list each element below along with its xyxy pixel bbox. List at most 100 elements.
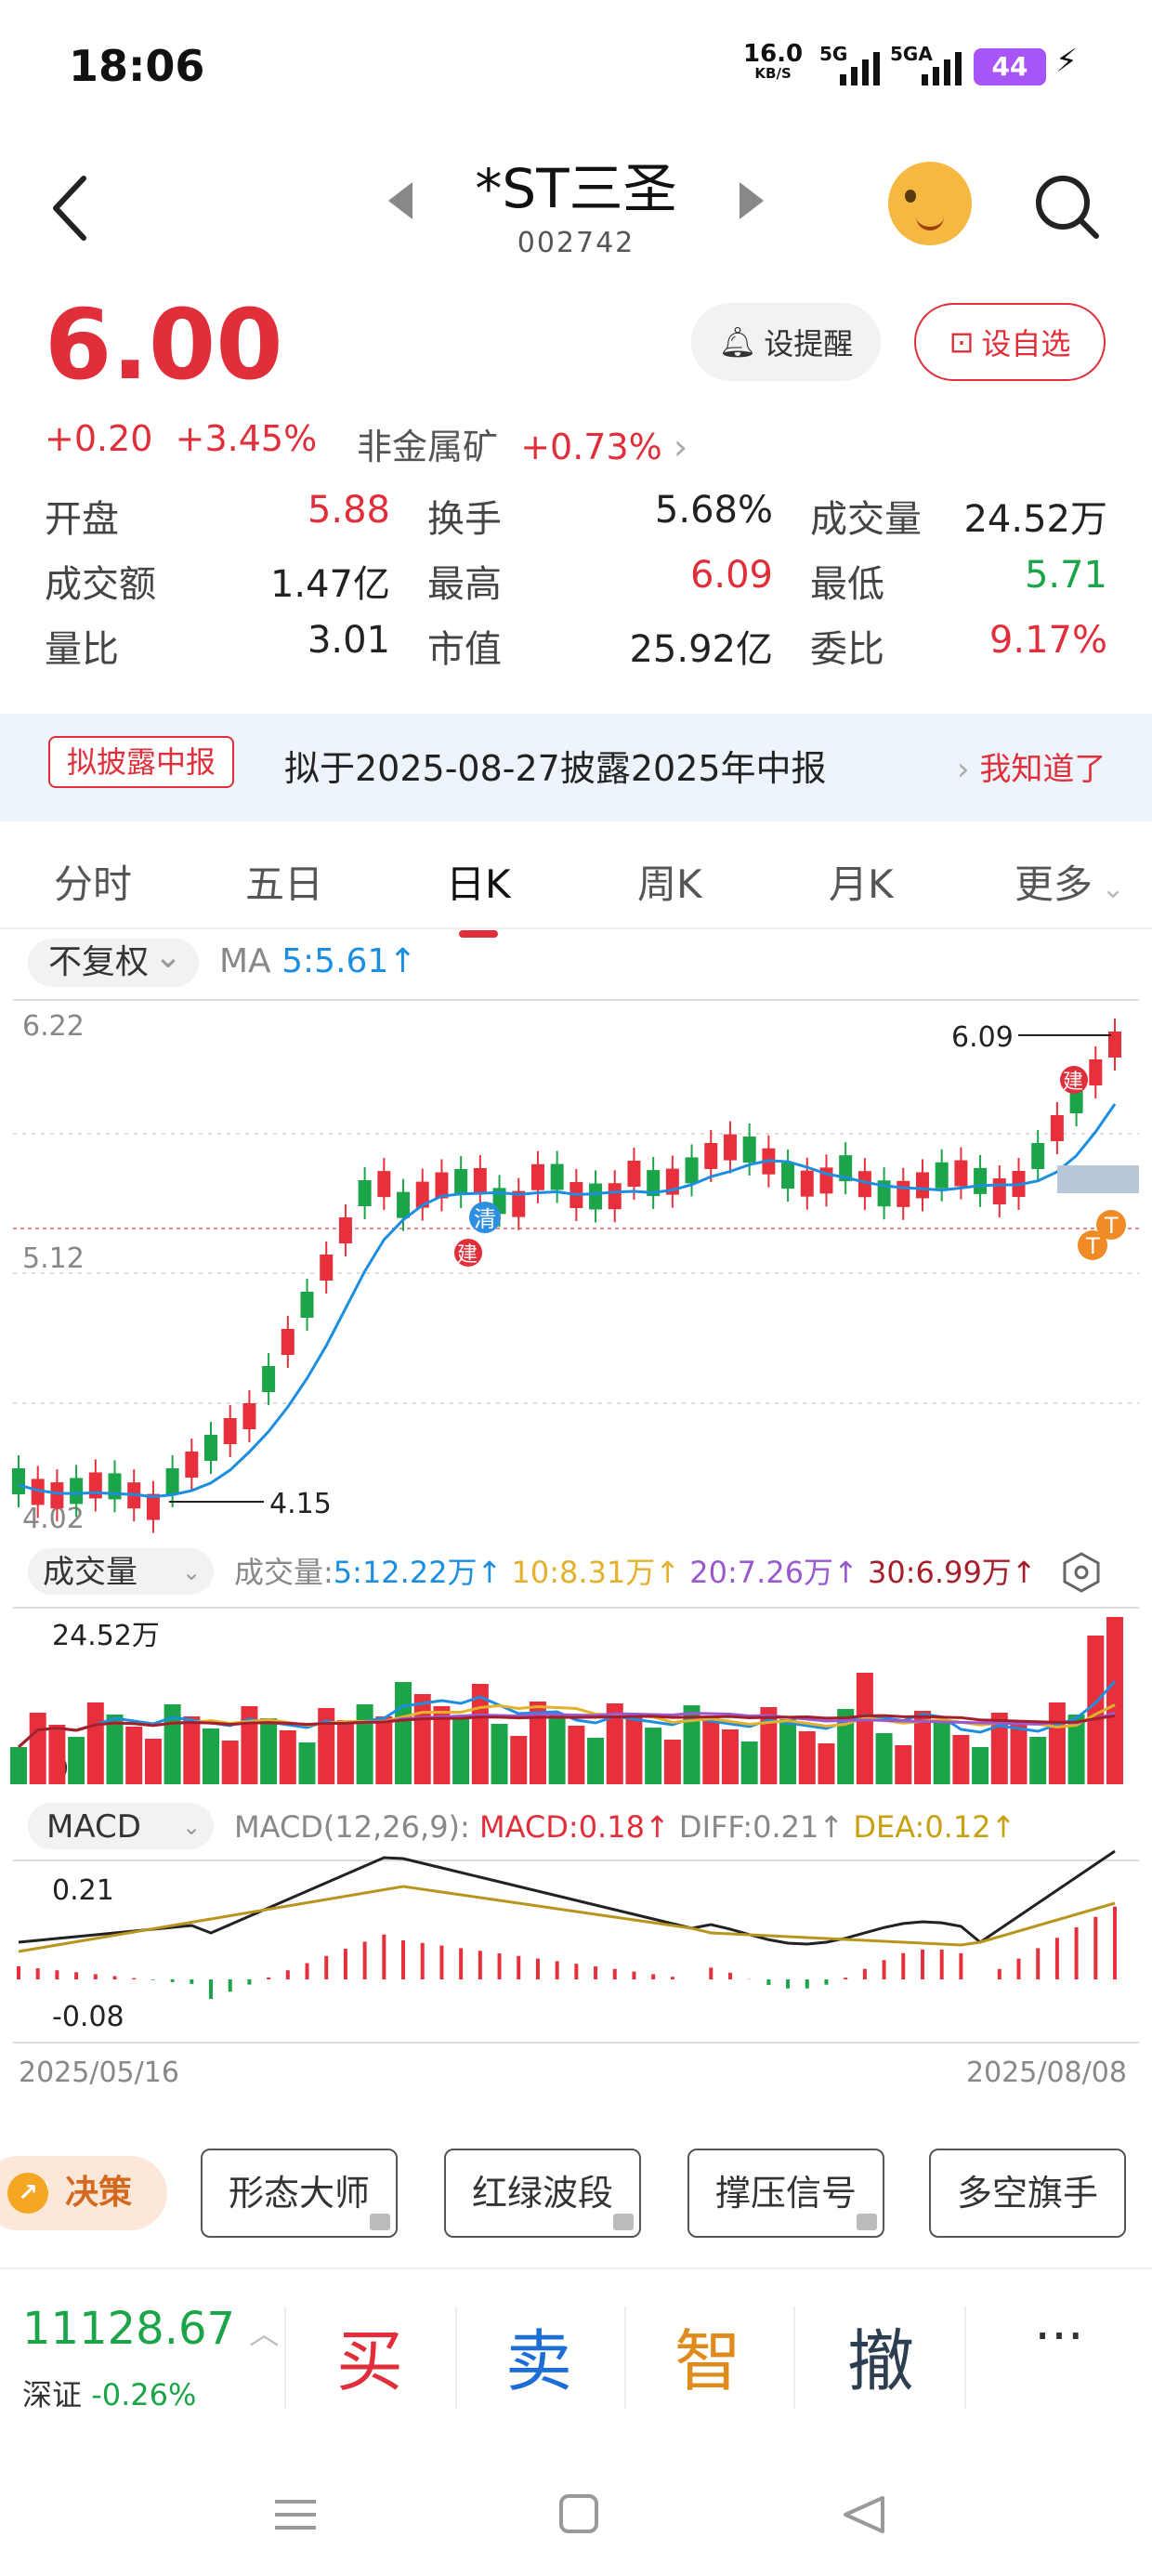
candle — [50, 1482, 64, 1509]
candle — [262, 1366, 276, 1392]
back-nav-icon[interactable] — [844, 2496, 884, 2533]
stat-value: 1.47亿 — [269, 563, 390, 606]
volume-bar — [260, 1718, 278, 1784]
volume-bar — [106, 1715, 124, 1784]
tab-more-label: 更多 — [1015, 861, 1093, 907]
cost-band — [1057, 1165, 1139, 1193]
wave-band-button[interactable]: 红绿波段 — [444, 2149, 641, 2238]
volume-bar — [606, 1703, 623, 1784]
decision-button[interactable]: ↗ 决策 — [0, 2156, 167, 2230]
volume-bar — [298, 1742, 316, 1784]
clear-badge-text: 清 — [474, 1206, 496, 1232]
menu-icon[interactable] — [275, 2500, 316, 2530]
volume-bars — [10, 1617, 1123, 1784]
dismiss-label: 我知道了 — [979, 751, 1106, 788]
volume-bar — [721, 1729, 739, 1784]
chevron-down-icon: ⌄ — [182, 1559, 201, 1585]
flag-bearer-button[interactable]: 多空旗手 — [929, 2149, 1126, 2238]
next-stock-icon[interactable] — [740, 182, 764, 219]
volume-select: 成交量 — [43, 1554, 137, 1591]
network-speed: 16.0 KB/S — [743, 40, 804, 82]
stat-label: 最高 — [427, 563, 502, 606]
tab-monthly-k[interactable]: 月K — [829, 861, 894, 907]
cancel-order-button[interactable]: 撤 — [846, 2322, 914, 2400]
volume-bar — [29, 1713, 46, 1784]
kline-chart[interactable]: 6.22 5.12 4.02 6.09 4.15 清 建 建 T T 成交量 ⌄… — [0, 994, 1152, 2109]
stock-code: 002742 — [517, 227, 635, 259]
volume-bar — [433, 1706, 451, 1784]
stat-value: 6.09 — [689, 554, 773, 597]
signal-label-5g: 5G — [819, 43, 848, 65]
candle — [954, 1160, 968, 1187]
back-icon[interactable] — [45, 171, 100, 245]
smart-button[interactable]: 智 — [674, 2322, 741, 2400]
pattern-master-button[interactable]: 形态大师 — [201, 2149, 398, 2238]
volume-bar — [663, 1740, 681, 1784]
volume-bar — [356, 1704, 373, 1784]
volume-bar — [818, 1743, 835, 1784]
disclosure-notice: 拟披露中报 拟于2025-08-27披露2025年中报 › 我知道了 — [0, 714, 1152, 821]
volume-bar — [10, 1747, 27, 1784]
sector-name: 非金属矿 — [357, 427, 499, 467]
search-icon[interactable] — [1029, 169, 1104, 243]
sell-button[interactable]: 卖 — [504, 2322, 572, 2400]
adjustment-select[interactable]: 不复权 — [28, 933, 200, 987]
speed-unit: KB/S — [754, 65, 792, 82]
tab-more[interactable]: 更多 ⌄ — [1015, 853, 1125, 910]
open-badge-text: 建 — [457, 1243, 478, 1267]
candle — [242, 1403, 256, 1429]
candle — [589, 1183, 603, 1210]
stat-value: 24.52万 — [963, 498, 1107, 541]
ma5-value: 5:5.61↑ — [281, 942, 417, 980]
candle — [338, 1217, 352, 1243]
candle — [454, 1169, 468, 1196]
change-value: +0.20 — [45, 418, 153, 459]
candle — [723, 1134, 737, 1161]
candle — [1031, 1143, 1045, 1169]
vol-ma10: 10:8.31万↑ — [512, 1555, 681, 1590]
ma5-line — [18, 1103, 1117, 1499]
candle — [800, 1170, 814, 1197]
vol-ma20: 20:7.26万↑ — [689, 1555, 858, 1590]
tab-weekly-k[interactable]: 周K — [637, 861, 702, 907]
previous-stock-icon[interactable] — [388, 182, 412, 219]
mascot-icon[interactable] — [888, 162, 972, 245]
home-icon[interactable] — [559, 2494, 598, 2533]
candle — [358, 1180, 372, 1206]
signal-label-5ga: 5GA — [890, 43, 933, 65]
candle — [530, 1163, 544, 1190]
battery-icon: 44 — [974, 48, 1046, 85]
diff-value: DIFF:0.21↑ — [679, 1809, 844, 1845]
tab-intraday[interactable]: 分时 — [54, 861, 133, 907]
low-marker: 4.15 — [269, 1488, 332, 1520]
speed-value: 16.0 — [743, 40, 804, 68]
volume-bar — [683, 1705, 700, 1784]
volume-bar — [913, 1711, 931, 1784]
buy-button[interactable]: 买 — [335, 2322, 403, 2400]
candle — [223, 1418, 237, 1444]
macd-min: -0.08 — [52, 2001, 124, 2033]
volume-bar — [452, 1718, 470, 1784]
stat-label: 量比 — [45, 628, 119, 671]
tab-five-day[interactable]: 五日 — [245, 861, 324, 907]
more-icon[interactable]: ··· — [1034, 2307, 1084, 2367]
volume-bar — [413, 1694, 431, 1784]
volume-bar — [972, 1747, 989, 1784]
chevron-up-icon: ︿ — [249, 2316, 280, 2351]
stat-value: 9.17% — [988, 619, 1107, 662]
candle — [165, 1468, 179, 1494]
volume-bar — [241, 1706, 258, 1784]
volume-bar — [952, 1735, 970, 1784]
last-price: 6.00 — [45, 288, 283, 401]
set-alert-button[interactable]: 🔔︎ 设提醒 — [691, 303, 881, 381]
add-favorite-button[interactable]: ⊡ 设自选 — [914, 303, 1106, 381]
period-tabs: 分时 五日 日K 周K 月K 更多 ⌄ — [0, 846, 1152, 938]
sector-link[interactable]: 非金属矿 +0.73% › — [357, 418, 687, 469]
macd-select: MACD — [46, 1808, 141, 1846]
index-value[interactable]: 11128.67 ︿ — [22, 2303, 279, 2355]
dismiss-notice-button[interactable]: › 我知道了 — [957, 743, 1106, 789]
stat-value: 5.88 — [307, 489, 390, 532]
stat-label: 成交量 — [810, 498, 922, 541]
support-signal-button[interactable]: 撑压信号 — [687, 2149, 884, 2238]
tab-daily-k[interactable]: 日K — [446, 853, 511, 938]
